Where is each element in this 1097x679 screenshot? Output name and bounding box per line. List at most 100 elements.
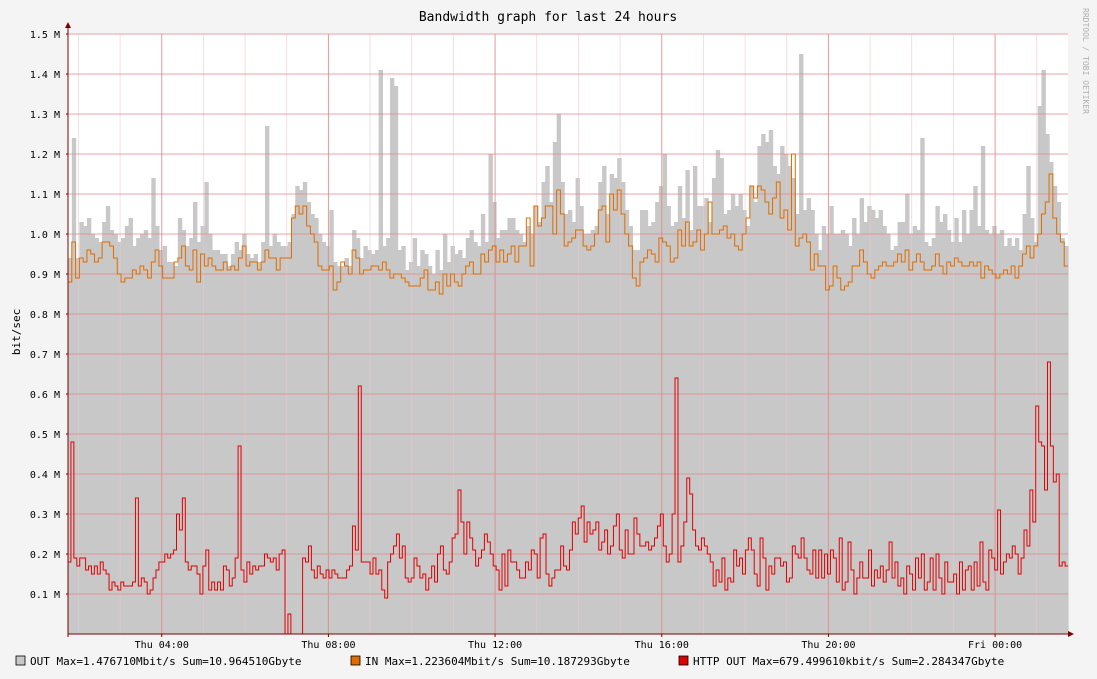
out-bar bbox=[1014, 238, 1020, 634]
out-bar bbox=[848, 246, 853, 634]
out-bar bbox=[617, 158, 622, 634]
out-bar bbox=[897, 222, 902, 634]
out-bar bbox=[977, 226, 982, 634]
out-bar bbox=[158, 250, 164, 634]
out-bar bbox=[613, 178, 618, 634]
y-tick-label: 1.4 M bbox=[30, 70, 60, 81]
out-bar bbox=[405, 270, 410, 634]
out-bar bbox=[484, 242, 490, 634]
out-bar bbox=[397, 250, 402, 634]
out-bar bbox=[730, 194, 736, 634]
out-bar bbox=[234, 242, 240, 634]
out-bar bbox=[1049, 162, 1054, 634]
out-bar bbox=[708, 222, 713, 634]
out-bar bbox=[590, 230, 596, 634]
out-bar bbox=[280, 246, 285, 634]
out-bar bbox=[469, 230, 474, 634]
out-bar bbox=[1011, 246, 1016, 634]
out-bar bbox=[238, 250, 243, 634]
out-bar bbox=[1003, 246, 1008, 634]
out-bar bbox=[166, 262, 171, 634]
out-bar bbox=[302, 182, 308, 634]
out-bar bbox=[253, 254, 258, 634]
out-bar bbox=[503, 230, 508, 634]
out-bar bbox=[109, 230, 115, 634]
out-bar bbox=[734, 206, 740, 634]
out-bar bbox=[439, 270, 444, 634]
out-bar bbox=[746, 226, 751, 634]
out-bar bbox=[639, 210, 645, 634]
out-bar bbox=[189, 238, 194, 634]
out-bar bbox=[878, 210, 883, 634]
plot-area: 0.1 M 0.2 M 0.3 M 0.4 M 0.5 M 0.6 M 0.7 M 0.8 M… bbox=[30, 22, 1074, 651]
out-bar bbox=[348, 266, 353, 634]
out-bar bbox=[526, 226, 531, 634]
out-bar bbox=[1026, 166, 1031, 634]
out-bar bbox=[882, 226, 887, 634]
out-bar bbox=[598, 182, 603, 634]
out-bar bbox=[514, 230, 520, 634]
out-bar bbox=[560, 182, 565, 634]
out-bar bbox=[924, 242, 929, 634]
out-bar bbox=[499, 230, 505, 634]
x-tick-label: Thu 08:00 bbox=[301, 640, 355, 651]
out-bar bbox=[711, 178, 717, 634]
out-bar bbox=[181, 230, 187, 634]
out-bar bbox=[958, 242, 963, 634]
out-bar bbox=[246, 254, 251, 634]
out-bar bbox=[374, 250, 380, 634]
chart-title: Bandwidth graph for last 24 hours bbox=[419, 10, 677, 25]
out-bar bbox=[715, 150, 721, 634]
out-bar bbox=[666, 206, 671, 634]
out-bar bbox=[496, 238, 501, 634]
out-bar bbox=[155, 226, 160, 634]
out-bar bbox=[230, 254, 236, 634]
out-bar bbox=[764, 142, 770, 634]
out-bar bbox=[537, 222, 543, 634]
out-bar bbox=[321, 242, 327, 634]
y-tick-label: 1.3 M bbox=[30, 110, 60, 121]
out-bar bbox=[105, 206, 111, 634]
out-bar bbox=[102, 222, 107, 634]
y-tick-label: 1.5 M bbox=[30, 30, 60, 41]
out-bar bbox=[568, 210, 573, 634]
out-bar bbox=[465, 238, 471, 634]
out-bar bbox=[1060, 238, 1065, 634]
out-bar bbox=[552, 142, 558, 634]
out-bar bbox=[507, 218, 512, 634]
out-bar bbox=[151, 178, 156, 634]
out-bar bbox=[533, 206, 539, 634]
out-bar bbox=[658, 186, 664, 634]
out-bar bbox=[325, 246, 330, 634]
out-bar bbox=[605, 214, 611, 634]
out-bar bbox=[367, 250, 372, 634]
out-bar bbox=[1052, 186, 1058, 634]
out-bar bbox=[227, 266, 232, 634]
out-bar bbox=[916, 230, 921, 634]
out-bar bbox=[420, 250, 425, 634]
out-bar bbox=[939, 222, 944, 634]
out-bar bbox=[753, 202, 758, 634]
out-bar bbox=[249, 258, 255, 634]
out-bar bbox=[492, 202, 497, 634]
out-bar bbox=[143, 230, 149, 634]
out-bar bbox=[132, 246, 137, 634]
out-bar bbox=[283, 246, 289, 634]
y-tick-label: 0.9 M bbox=[30, 270, 60, 281]
out-bar bbox=[912, 226, 918, 634]
x-tick-label: Thu 04:00 bbox=[135, 640, 189, 651]
out-bar bbox=[685, 170, 690, 634]
out-bar bbox=[700, 206, 705, 634]
out-bar bbox=[609, 174, 615, 634]
out-bar bbox=[867, 206, 872, 634]
out-bar bbox=[333, 262, 338, 634]
out-bar bbox=[68, 258, 73, 634]
out-bar bbox=[689, 230, 694, 634]
out-bar bbox=[416, 266, 421, 634]
legend-entry: IN Max=1.223604Mbit/s Sum=10.187293Gbyte bbox=[365, 655, 630, 668]
out-bar bbox=[117, 242, 122, 634]
out-bar bbox=[1007, 238, 1012, 634]
out-bar bbox=[295, 186, 300, 634]
out-bar bbox=[674, 222, 679, 634]
